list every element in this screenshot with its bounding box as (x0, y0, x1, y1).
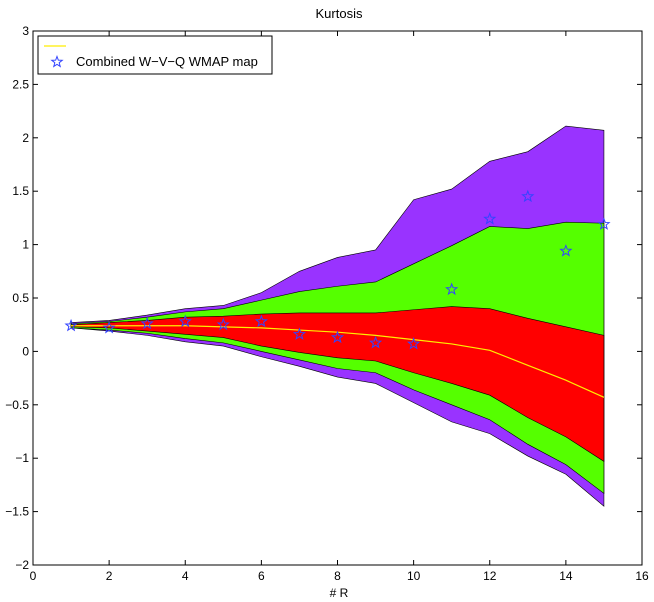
data-point-star (559, 244, 573, 257)
data-point-star (254, 314, 268, 328)
y-tick-label: 2 (22, 131, 29, 145)
x-tick-label: 12 (483, 569, 497, 583)
data-point-star (178, 314, 192, 328)
data-point-star (102, 320, 116, 334)
y-tick-label: 3 (22, 24, 29, 38)
x-tick-label: 6 (258, 569, 265, 583)
axis-ticks: 0 2 4 6 8 10 12 14 16 −2 −1.5 −1 −0.5 0 0.5 1 1.5 2 2.5 3 (5, 24, 649, 583)
y-tick-label: −2 (15, 558, 29, 572)
legend: Combined W−V−Q WMAP map (37, 35, 273, 75)
y-tick-label: 1.5 (12, 184, 29, 198)
confidence-bands (70, 125, 605, 507)
data-point-star (330, 330, 345, 344)
data-series (64, 189, 611, 398)
y-tick-label: 0 (22, 344, 29, 358)
x-tick-label: 4 (182, 569, 189, 583)
data-point-star (140, 316, 154, 330)
y-tick-label: 0.5 (12, 291, 29, 305)
legend-label-wmap: Combined W−V−Q WMAP map (76, 54, 258, 69)
data-point-star (64, 318, 78, 332)
y-tick-label: −1 (15, 451, 29, 465)
x-tick-label: 8 (334, 569, 341, 583)
legend-box (37, 35, 273, 75)
y-tick-label: −0.5 (5, 398, 29, 412)
legend-star-marker (50, 55, 64, 68)
chart-title: Kurtosis (316, 6, 363, 21)
x-tick-label: 0 (30, 569, 37, 583)
y-tick-label: 1 (22, 238, 29, 252)
x-tick-label: 2 (106, 569, 113, 583)
x-tick-label: 14 (559, 569, 573, 583)
y-tick-label: 2.5 (12, 77, 29, 91)
data-point-star (368, 335, 383, 349)
x-axis-label: # R (330, 586, 349, 600)
x-tick-label: 16 (635, 569, 649, 583)
data-point-star (445, 282, 459, 296)
data-point-star (292, 327, 307, 340)
x-tick-label: 10 (407, 569, 421, 583)
band-2 (70, 306, 605, 462)
data-point-star (597, 217, 611, 230)
data-point-star (483, 212, 497, 225)
y-tick-label: −1.5 (5, 505, 29, 519)
data-point-star (407, 336, 421, 350)
data-point-star (216, 317, 230, 331)
data-point-star (521, 189, 535, 203)
